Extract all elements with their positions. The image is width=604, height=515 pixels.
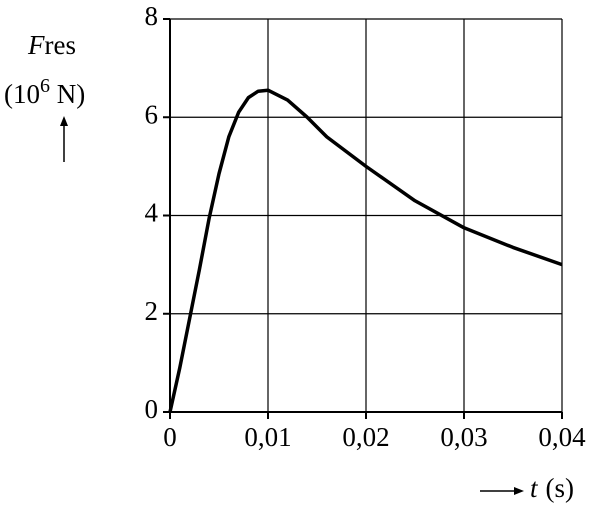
y-axis-label: Fres — [27, 30, 76, 60]
x-tick-label: 0,01 — [244, 422, 291, 452]
x-unit: (s) — [546, 473, 575, 503]
y-symbol: F — [27, 30, 45, 60]
y-tick-label: 6 — [145, 99, 159, 129]
x-axis-label: t (s) — [530, 473, 574, 503]
y-unit-exponent: 6 — [40, 75, 50, 97]
y-tick-label: 4 — [145, 198, 159, 228]
y-tick-label: 2 — [145, 296, 159, 326]
x-tick-label: 0,04 — [538, 422, 586, 452]
x-tick-label: 0,02 — [342, 422, 389, 452]
y-unit-end: N) — [50, 79, 85, 109]
y-axis-unit: (106 N) — [4, 75, 85, 110]
x-tick-label: 0,03 — [440, 422, 487, 452]
data-line — [168, 88, 563, 413]
y-unit-start: (10 — [4, 79, 40, 109]
y-tick-label: 0 — [145, 394, 159, 424]
y-subscript: res — [45, 30, 76, 60]
y-arrow-head — [60, 116, 68, 126]
x-tick-label: 0 — [163, 422, 177, 452]
x-arrow-head — [514, 487, 524, 495]
x-symbol: t — [530, 473, 539, 503]
y-tick-label: 8 — [145, 1, 159, 31]
